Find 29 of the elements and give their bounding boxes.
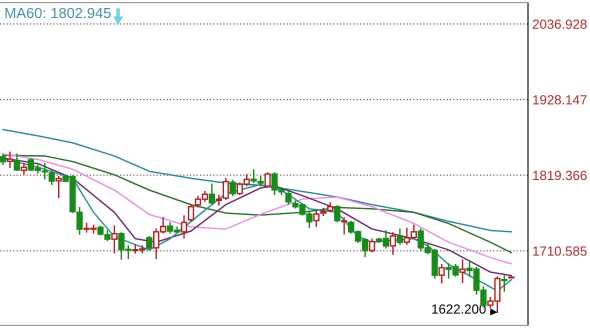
y-tick-label: 1928.147: [533, 95, 587, 104]
candlestick: [459, 260, 466, 284]
candlestick: [390, 232, 396, 255]
candlestick: [208, 184, 216, 204]
candlestick: [334, 205, 340, 222]
candlestick: [313, 210, 320, 227]
chart-title: MA60: 1802.945: [5, 8, 111, 18]
candlestick: [146, 236, 152, 250]
candlestick: [396, 228, 404, 245]
candlestick: [438, 264, 445, 284]
candlestick: [341, 217, 348, 234]
y-tick-label: 2036.928: [532, 20, 587, 29]
candlestick: [264, 172, 271, 188]
candlestick: [230, 180, 236, 196]
candlestick: [188, 204, 194, 222]
candlestick: [501, 275, 508, 292]
candlestick: [14, 154, 20, 172]
candlestick: [48, 170, 55, 185]
y-tick-label: 1710.585: [533, 246, 587, 256]
candlestick: [285, 190, 292, 205]
candlestick: [111, 225, 118, 254]
candlestick: [368, 238, 376, 252]
annotation: 1622.200: [432, 304, 486, 314]
candlestick: [180, 215, 188, 238]
candlestick: [6, 152, 14, 168]
candlestick: [56, 176, 62, 198]
candlestick: [20, 162, 28, 175]
y-tick-label: 1819.366: [533, 170, 587, 180]
candlestick: [0, 154, 6, 166]
